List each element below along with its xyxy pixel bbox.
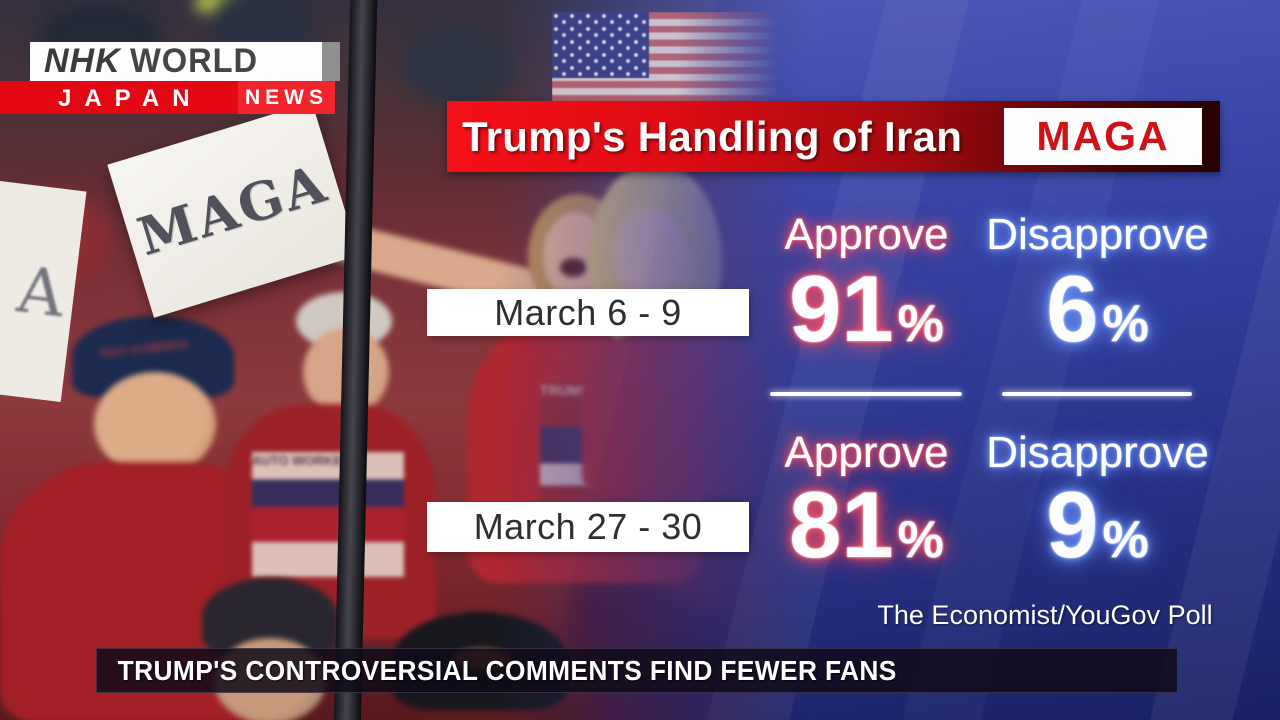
flag-canton xyxy=(552,12,649,78)
news-box: NEWS xyxy=(238,81,335,114)
nhk-text: NHK xyxy=(44,42,121,80)
divider-approve xyxy=(770,392,962,396)
ticker-headline: TRUMP'S CONTROVERSIAL COMMENTS FIND FEWE… xyxy=(117,654,897,686)
shirt-print: AUTO WORKERS xyxy=(252,452,404,577)
approve-label-row2: Approve xyxy=(784,428,949,477)
maga-badge: MAGA xyxy=(1004,108,1202,165)
page-title: Trump's Handling of Iran xyxy=(462,112,963,160)
red-shirt xyxy=(582,330,770,495)
world-text: WORLD xyxy=(129,42,258,80)
maga-badge-text: MAGA xyxy=(1036,113,1170,159)
news-text: NEWS xyxy=(245,85,328,109)
logo-gray-tab xyxy=(322,42,340,81)
face xyxy=(614,208,686,300)
disapprove-label-row1: Disapprove xyxy=(986,210,1209,259)
date-label: March 6 - 9 xyxy=(494,291,682,333)
disapprove-value-row1: 6% xyxy=(1046,256,1149,361)
approve-value-row1: 91% xyxy=(789,256,944,361)
date-label: March 27 - 30 xyxy=(473,506,703,547)
divider-disapprove xyxy=(1002,392,1192,396)
poll-source: The Economist/YouGov Poll xyxy=(877,600,1213,630)
disapprove-value-row2: 9% xyxy=(1046,472,1149,577)
news-ticker: TRUMP'S CONTROVERSIAL COMMENTS FIND FEWE… xyxy=(96,648,1178,693)
open-mouth xyxy=(560,258,587,277)
face xyxy=(94,372,216,476)
us-flag-icon xyxy=(552,12,778,102)
japan-text: JAPAN xyxy=(58,85,203,112)
date-box-row1: March 6 - 9 xyxy=(427,289,749,336)
disapprove-label-row2: Disapprove xyxy=(986,428,1209,477)
title-bar: Trump's Handling of Iran MAGA xyxy=(447,101,1220,172)
date-box-row2: March 27 - 30 xyxy=(427,502,749,552)
approve-value-row2: 81% xyxy=(789,472,944,577)
approve-label-row1: Approve xyxy=(784,210,949,259)
nhk-world-box: NHK WORLD xyxy=(30,42,322,81)
